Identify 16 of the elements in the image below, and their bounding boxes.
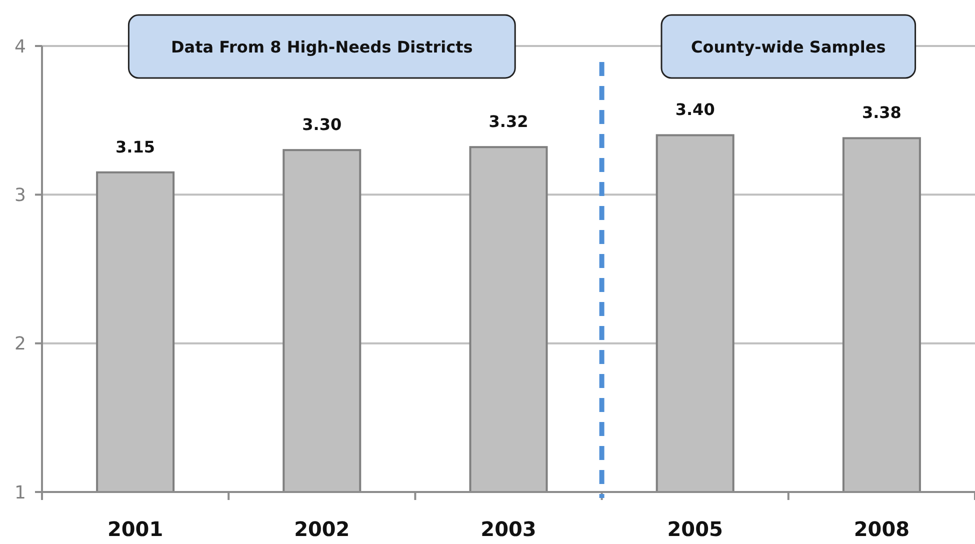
x-tick-label: 2005 <box>667 517 723 541</box>
y-tick-label: 1 <box>14 482 26 504</box>
data-label: 3.30 <box>302 115 342 134</box>
y-tick-label: 2 <box>14 334 26 355</box>
y-tick-label: 3 <box>14 184 26 206</box>
data-label: 3.38 <box>862 103 902 122</box>
x-tick-label: 2002 <box>294 517 350 541</box>
data-label: 3.40 <box>675 100 715 120</box>
x-tick-label: 2001 <box>107 517 164 541</box>
band-label: Data From 8 High-Needs Districts <box>171 38 473 57</box>
band-label: County-wide Samples <box>691 38 886 57</box>
data-label: 3.32 <box>488 112 528 132</box>
y-tick-label: 4 <box>14 36 26 58</box>
data-label: 3.15 <box>116 137 156 156</box>
x-tick-label: 2008 <box>854 517 910 541</box>
x-tick-label: 2003 <box>480 517 536 541</box>
